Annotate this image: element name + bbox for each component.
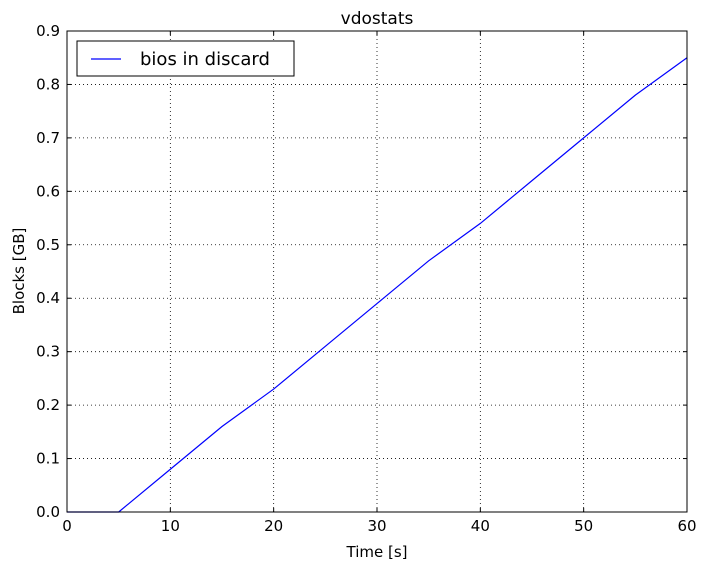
x-tick-label: 60 bbox=[677, 517, 696, 535]
x-tick-label: 20 bbox=[264, 517, 283, 535]
x-tick-label: 0 bbox=[62, 517, 72, 535]
series-line-0 bbox=[67, 57, 688, 513]
legend-label-bios-in-discard: bios in discard bbox=[140, 49, 270, 70]
x-tick-label: 40 bbox=[471, 517, 490, 535]
ticks bbox=[66, 30, 688, 513]
y-tick-label: 0.3 bbox=[36, 343, 60, 361]
chart-title: vdostats bbox=[341, 9, 414, 29]
y-tick-label: 0.4 bbox=[36, 289, 60, 307]
series-layer bbox=[67, 57, 688, 513]
x-axis-label: Time [s] bbox=[346, 543, 408, 561]
x-tick-labels: 0 10 20 30 40 50 60 bbox=[62, 517, 696, 535]
legend: bios in discard bbox=[76, 40, 295, 77]
y-tick-label: 0.7 bbox=[36, 129, 60, 147]
y-tick-label: 0.5 bbox=[36, 236, 60, 254]
x-tick-label: 50 bbox=[574, 517, 593, 535]
y-tick-label: 0.9 bbox=[36, 22, 60, 40]
y-tick-label: 0.8 bbox=[36, 75, 60, 93]
y-tick-label: 0.0 bbox=[36, 503, 60, 521]
y-tick-label: 0.6 bbox=[36, 182, 60, 200]
x-tick-label: 10 bbox=[161, 517, 180, 535]
x-tick-label: 30 bbox=[367, 517, 386, 535]
y-tick-labels: 0.0 0.1 0.2 0.3 0.4 0.5 0.6 0.7 0.8 0.9 bbox=[36, 22, 60, 521]
y-tick-label: 0.1 bbox=[36, 450, 60, 468]
y-tick-label: 0.2 bbox=[36, 396, 60, 414]
grid bbox=[67, 31, 687, 512]
y-axis-label: Blocks [GB] bbox=[10, 228, 28, 315]
